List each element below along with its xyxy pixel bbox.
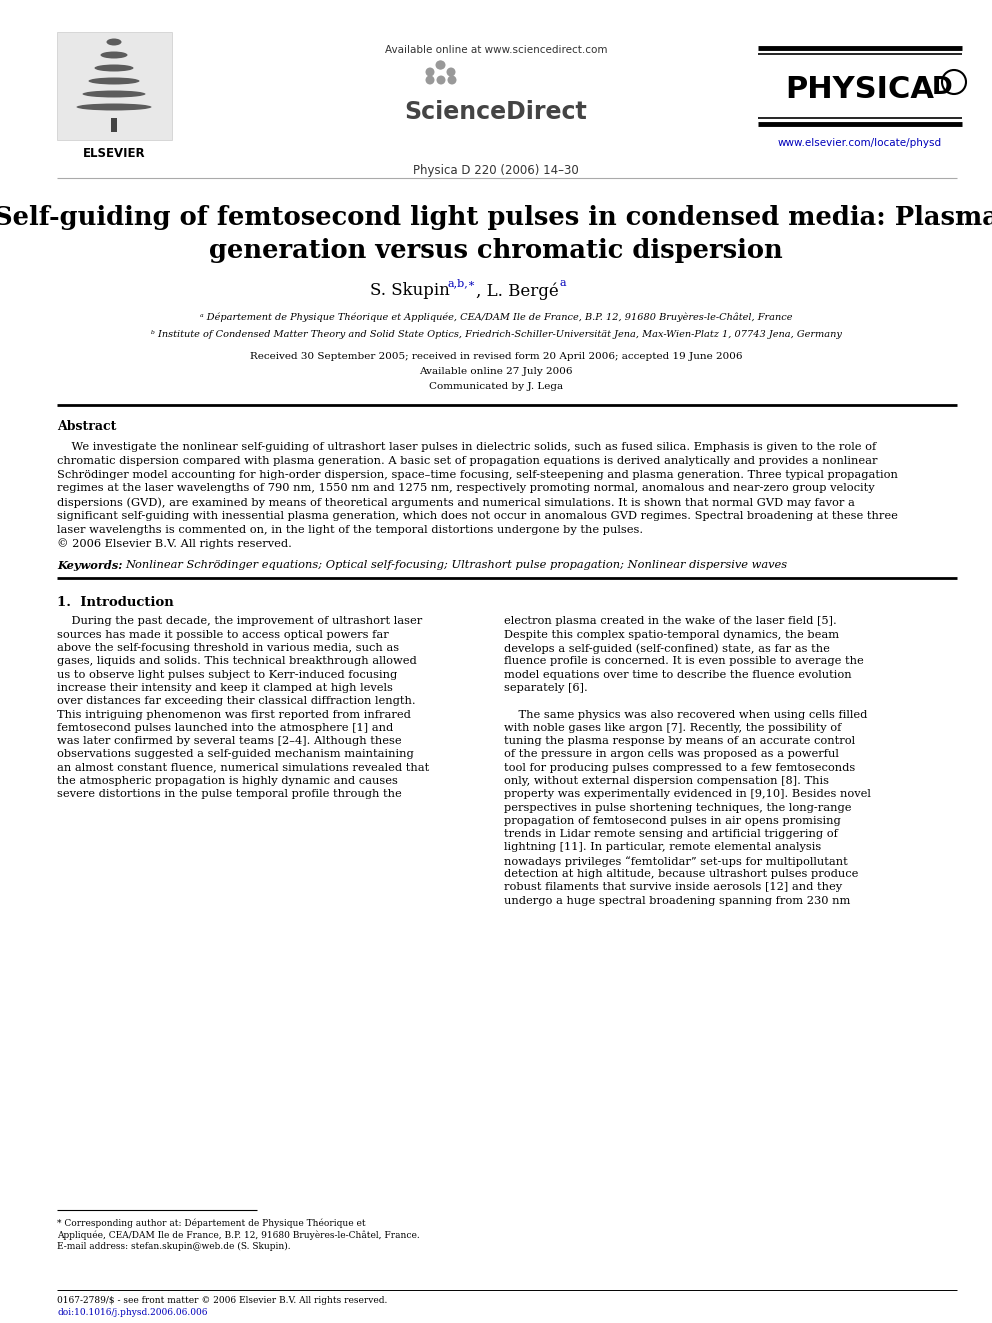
- Text: above the self-focusing threshold in various media, such as: above the self-focusing threshold in var…: [57, 643, 399, 654]
- Text: ᵇ Institute of Condensed Matter Theory and Solid State Optics, Friedrich-Schille: ᵇ Institute of Condensed Matter Theory a…: [151, 329, 841, 339]
- Circle shape: [426, 75, 434, 85]
- Text: property was experimentally evidenced in [9,10]. Besides novel: property was experimentally evidenced in…: [504, 790, 871, 799]
- Ellipse shape: [82, 90, 146, 98]
- Text: detection at high altitude, because ultrashort pulses produce: detection at high altitude, because ultr…: [504, 869, 858, 878]
- Bar: [57, 32, 172, 140]
- Text: nowadays privileges “femtolidar” set-ups for multipollutant: nowadays privileges “femtolidar” set-ups…: [504, 856, 848, 867]
- Text: tool for producing pulses compressed to a few femtoseconds: tool for producing pulses compressed to …: [504, 762, 855, 773]
- Text: an almost constant fluence, numerical simulations revealed that: an almost constant fluence, numerical si…: [57, 762, 430, 773]
- Ellipse shape: [76, 103, 152, 111]
- Text: separately [6].: separately [6].: [504, 683, 587, 693]
- Text: a,b,∗: a,b,∗: [448, 278, 476, 288]
- Text: Physica D 220 (2006) 14–30: Physica D 220 (2006) 14–30: [413, 164, 579, 177]
- Text: of the pressure in argon cells was proposed as a powerful: of the pressure in argon cells was propo…: [504, 749, 839, 759]
- Text: gases, liquids and solids. This technical breakthrough allowed: gases, liquids and solids. This technica…: [57, 656, 417, 667]
- Text: with noble gases like argon [7]. Recently, the possibility of: with noble gases like argon [7]. Recentl…: [504, 722, 841, 733]
- Text: propagation of femtosecond pulses in air opens promising: propagation of femtosecond pulses in air…: [504, 816, 841, 826]
- Text: 1.  Introduction: 1. Introduction: [57, 597, 174, 610]
- Text: significant self-guiding with inessential plasma generation, which does not occu: significant self-guiding with inessentia…: [57, 511, 898, 521]
- Text: femtosecond pulses launched into the atmosphere [1] and: femtosecond pulses launched into the atm…: [57, 722, 393, 733]
- Text: Schrödinger model accounting for high-order dispersion, space–time focusing, sel: Schrödinger model accounting for high-or…: [57, 470, 898, 480]
- Text: chromatic dispersion compared with plasma generation. A basic set of propagation: chromatic dispersion compared with plasm…: [57, 456, 878, 466]
- Circle shape: [435, 61, 444, 70]
- Text: robust filaments that survive inside aerosols [12] and they: robust filaments that survive inside aer…: [504, 882, 842, 893]
- Ellipse shape: [94, 65, 134, 71]
- Text: generation versus chromatic dispersion: generation versus chromatic dispersion: [209, 238, 783, 263]
- Text: * Corresponding author at: Département de Physique Théorique et: * Corresponding author at: Département d…: [57, 1218, 366, 1228]
- Circle shape: [447, 75, 456, 85]
- Text: ᵃ Département de Physique Théorique et Appliquée, CEA/DAM Ile de France, B.P. 12: ᵃ Département de Physique Théorique et A…: [199, 314, 793, 323]
- Circle shape: [436, 61, 445, 70]
- Text: Despite this complex spatio-temporal dynamics, the beam: Despite this complex spatio-temporal dyn…: [504, 630, 839, 640]
- Text: develops a self-guided (self-confined) state, as far as the: develops a self-guided (self-confined) s…: [504, 643, 830, 654]
- Text: 0167-2789/$ - see front matter © 2006 Elsevier B.V. All rights reserved.: 0167-2789/$ - see front matter © 2006 El…: [57, 1297, 387, 1304]
- Text: fluence profile is concerned. It is even possible to average the: fluence profile is concerned. It is even…: [504, 656, 864, 667]
- Text: We investigate the nonlinear self-guiding of ultrashort laser pulses in dielectr: We investigate the nonlinear self-guidin…: [57, 442, 876, 452]
- Text: Available online 27 July 2006: Available online 27 July 2006: [420, 366, 572, 376]
- Text: E-mail address: stefan.skupin@web.de (S. Skupin).: E-mail address: stefan.skupin@web.de (S.…: [57, 1242, 291, 1252]
- Text: ELSEVIER: ELSEVIER: [82, 147, 145, 160]
- Text: regimes at the laser wavelengths of 790 nm, 1550 nm and 1275 nm, respectively pr: regimes at the laser wavelengths of 790 …: [57, 483, 875, 493]
- Text: , L. Bergé: , L. Bergé: [476, 282, 558, 299]
- Text: During the past decade, the improvement of ultrashort laser: During the past decade, the improvement …: [57, 617, 423, 626]
- Text: over distances far exceeding their classical diffraction length.: over distances far exceeding their class…: [57, 696, 416, 706]
- Text: laser wavelengths is commented on, in the light of the temporal distortions unde: laser wavelengths is commented on, in th…: [57, 525, 643, 534]
- Text: observations suggested a self-guided mechanism maintaining: observations suggested a self-guided mec…: [57, 749, 414, 759]
- Text: The same physics was also recovered when using cells filled: The same physics was also recovered when…: [504, 709, 867, 720]
- Text: Self-guiding of femtosecond light pulses in condensed media: Plasma: Self-guiding of femtosecond light pulses…: [0, 205, 992, 230]
- Text: S. Skupin: S. Skupin: [370, 282, 449, 299]
- Text: PHYSICA: PHYSICA: [786, 75, 934, 105]
- Text: doi:10.1016/j.physd.2006.06.006: doi:10.1016/j.physd.2006.06.006: [57, 1308, 207, 1316]
- Text: dispersions (GVD), are examined by means of theoretical arguments and numerical : dispersions (GVD), are examined by means…: [57, 497, 855, 508]
- Ellipse shape: [100, 52, 128, 58]
- Text: Communicated by J. Lega: Communicated by J. Lega: [429, 382, 563, 392]
- Text: the atmospheric propagation is highly dynamic and causes: the atmospheric propagation is highly dy…: [57, 777, 398, 786]
- Circle shape: [446, 67, 455, 77]
- Text: www.elsevier.com/locate/physd: www.elsevier.com/locate/physd: [778, 138, 942, 148]
- Text: Abstract: Abstract: [57, 419, 116, 433]
- Text: lightning [11]. In particular, remote elemental analysis: lightning [11]. In particular, remote el…: [504, 843, 821, 852]
- Ellipse shape: [88, 78, 140, 85]
- Text: perspectives in pulse shortening techniques, the long-range: perspectives in pulse shortening techniq…: [504, 803, 851, 812]
- Text: increase their intensity and keep it clamped at high levels: increase their intensity and keep it cla…: [57, 683, 393, 693]
- Text: undergo a huge spectral broadening spanning from 230 nm: undergo a huge spectral broadening spann…: [504, 896, 850, 906]
- Bar: [111, 118, 117, 132]
- Text: tuning the plasma response by means of an accurate control: tuning the plasma response by means of a…: [504, 736, 855, 746]
- Text: Received 30 September 2005; received in revised form 20 April 2006; accepted 19 : Received 30 September 2005; received in …: [250, 352, 742, 361]
- Text: D: D: [931, 75, 952, 99]
- Text: Keywords:: Keywords:: [57, 561, 127, 572]
- Text: © 2006 Elsevier B.V. All rights reserved.: © 2006 Elsevier B.V. All rights reserved…: [57, 538, 292, 549]
- Text: trends in Lidar remote sensing and artificial triggering of: trends in Lidar remote sensing and artif…: [504, 830, 838, 839]
- Text: Nonlinear Schrödinger equations; Optical self-focusing; Ultrashort pulse propaga: Nonlinear Schrödinger equations; Optical…: [125, 561, 787, 570]
- Text: model equations over time to describe the fluence evolution: model equations over time to describe th…: [504, 669, 851, 680]
- Text: ScienceDirect: ScienceDirect: [405, 101, 587, 124]
- Circle shape: [426, 67, 434, 77]
- Circle shape: [436, 75, 445, 85]
- Text: sources has made it possible to access optical powers far: sources has made it possible to access o…: [57, 630, 389, 640]
- Ellipse shape: [106, 38, 121, 45]
- Text: severe distortions in the pulse temporal profile through the: severe distortions in the pulse temporal…: [57, 790, 402, 799]
- Text: Appliquée, CEA/DAM Ile de France, B.P. 12, 91680 Bruyères-le-Châtel, France.: Appliquée, CEA/DAM Ile de France, B.P. 1…: [57, 1230, 420, 1240]
- Text: Available online at www.sciencedirect.com: Available online at www.sciencedirect.co…: [385, 45, 607, 56]
- Text: electron plasma created in the wake of the laser field [5].: electron plasma created in the wake of t…: [504, 617, 836, 626]
- Text: a: a: [560, 278, 566, 288]
- Text: only, without external dispersion compensation [8]. This: only, without external dispersion compen…: [504, 777, 829, 786]
- Text: was later confirmed by several teams [2–4]. Although these: was later confirmed by several teams [2–…: [57, 736, 402, 746]
- Text: us to observe light pulses subject to Kerr-induced focusing: us to observe light pulses subject to Ke…: [57, 669, 397, 680]
- Text: This intriguing phenomenon was first reported from infrared: This intriguing phenomenon was first rep…: [57, 709, 411, 720]
